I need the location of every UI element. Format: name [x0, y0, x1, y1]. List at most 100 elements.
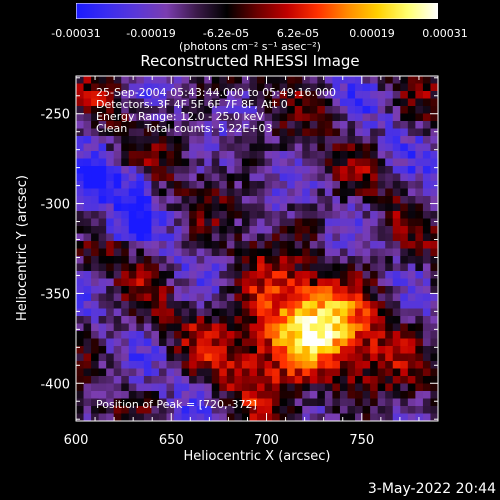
heatmap-cell [196, 331, 205, 339]
heatmap-cell [370, 128, 379, 137]
heatmap-cell [76, 301, 84, 309]
heatmap-cell [166, 188, 175, 197]
heatmap-cell [347, 263, 356, 272]
heatmap-cell [204, 361, 213, 369]
heatmap-cell [158, 91, 167, 99]
heatmap-cell [370, 286, 379, 294]
heatmap-cell [407, 278, 416, 287]
heatmap-cell [113, 181, 122, 189]
heatmap-cell [385, 121, 394, 129]
heatmap-cell [294, 76, 303, 84]
heatmap-cell [309, 376, 318, 384]
heatmap-cell [226, 188, 235, 197]
heatmap-cell [370, 316, 379, 324]
heatmap-cell [98, 353, 107, 362]
heatmap-cell [113, 91, 122, 99]
heatmap-cell [204, 346, 213, 354]
heatmap-cell [196, 106, 205, 114]
heatmap-cell [249, 128, 258, 137]
y-tick-label: -300 [40, 198, 70, 213]
heatmap-cell [166, 338, 175, 347]
heatmap-cell [400, 106, 409, 114]
heatmap-cell [370, 166, 379, 174]
heatmap-cell [430, 308, 439, 317]
heatmap-cell [158, 248, 167, 257]
heatmap-cell [204, 143, 213, 152]
heatmap-cell [302, 188, 311, 197]
heatmap-cell [332, 76, 341, 84]
heatmap-cell [249, 338, 258, 347]
heatmap-cell [339, 316, 348, 324]
heatmap-cell [166, 398, 175, 407]
heatmap-cell [339, 398, 348, 407]
heatmap-cell [166, 226, 175, 234]
heatmap-cell [415, 151, 424, 159]
heatmap-cell [136, 98, 145, 107]
heatmap-cell [347, 218, 356, 227]
heatmap-cell [287, 301, 296, 309]
heatmap-cell [415, 188, 424, 197]
heatmap-cell [166, 331, 175, 339]
heatmap-cell [415, 361, 424, 369]
heatmap-cell [415, 233, 424, 242]
heatmap-cell [219, 181, 228, 189]
heatmap-cell [143, 241, 152, 249]
heatmap-cell [106, 91, 115, 99]
heatmap-cell [400, 413, 409, 422]
heatmap-cell [272, 338, 281, 347]
heatmap-cell [332, 166, 341, 174]
heatmap-cell [264, 218, 273, 227]
heatmap-cell [106, 271, 115, 279]
heatmap-cell [400, 353, 409, 362]
heatmap-cell [377, 346, 386, 354]
heatmap-cell [211, 361, 220, 369]
heatmap-cell [204, 166, 213, 174]
heatmap-cell [174, 278, 182, 287]
heatmap-cell [339, 128, 348, 137]
heatmap-cell [347, 331, 356, 339]
heatmap-cell [302, 338, 311, 347]
heatmap-cell [347, 398, 356, 407]
heatmap-cell [407, 98, 416, 107]
heatmap-cell [272, 248, 281, 257]
heatmap-cell [377, 241, 386, 249]
heatmap-cell [121, 203, 130, 212]
heatmap-cell [128, 143, 137, 152]
heatmap-cell [158, 271, 167, 279]
heatmap-cell [279, 143, 288, 152]
heatmap-cell [324, 323, 333, 332]
heatmap-cell [219, 286, 228, 294]
heatmap-cell [347, 248, 356, 257]
heatmap-cell [370, 188, 379, 197]
heatmap-cell [362, 248, 371, 257]
heatmap-cell [355, 308, 363, 317]
heatmap-cell [181, 218, 190, 227]
heatmap-cell [355, 331, 363, 339]
heatmap-cell [249, 323, 258, 332]
heatmap-cell [385, 361, 394, 369]
heatmap-cell [309, 301, 318, 309]
heatmap-cell [332, 98, 341, 107]
heatmap-cell [317, 218, 326, 227]
heatmap-cell [83, 346, 92, 354]
heatmap-cell [98, 188, 107, 197]
heatmap-cell [279, 346, 288, 354]
heatmap-cell [317, 98, 326, 107]
heatmap-cell [294, 391, 303, 399]
heatmap-cell [400, 263, 409, 272]
heatmap-cell [83, 271, 92, 279]
heatmap-cell [166, 166, 175, 174]
heatmap-cell [279, 76, 288, 84]
heatmap-cell [106, 383, 115, 392]
heatmap-cell [422, 301, 431, 309]
heatmap-cell [241, 211, 250, 219]
heatmap-cell [166, 391, 175, 399]
heatmap-cell [181, 383, 190, 392]
heatmap-cell [189, 413, 198, 422]
heatmap-cell [241, 308, 250, 317]
heatmap-cell [91, 301, 100, 309]
heatmap-cell [143, 346, 152, 354]
heatmap-cell [83, 128, 92, 137]
heatmap-cell [226, 308, 235, 317]
heatmap-cell [302, 286, 311, 294]
